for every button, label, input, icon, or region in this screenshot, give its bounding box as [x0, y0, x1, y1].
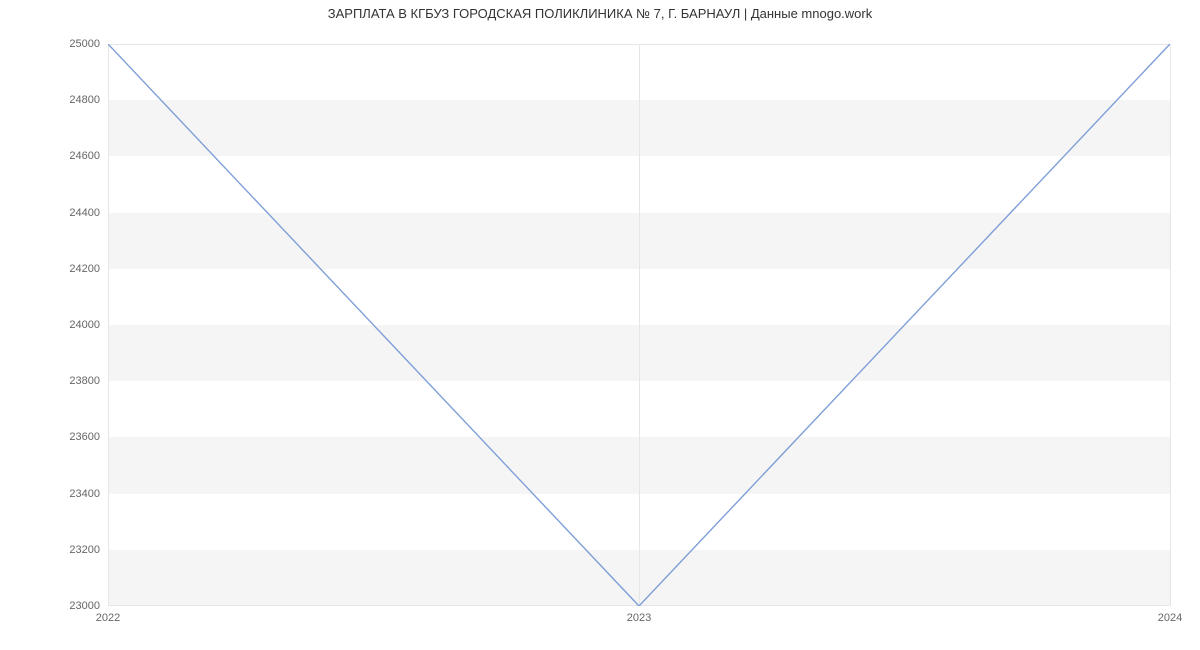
- x-axis-label: 2024: [1158, 606, 1182, 624]
- x-axis-label: 2023: [627, 606, 651, 624]
- y-axis-label: 24000: [69, 319, 108, 331]
- y-axis-label: 23600: [69, 431, 108, 443]
- y-axis-label: 24800: [69, 94, 108, 106]
- series-line-salary: [108, 44, 1170, 606]
- series-layer: [108, 44, 1170, 606]
- y-axis-label: 24600: [69, 150, 108, 162]
- chart-title: ЗАРПЛАТА В КГБУЗ ГОРОДСКАЯ ПОЛИКЛИНИКА №…: [0, 6, 1200, 21]
- x-axis-label: 2022: [96, 606, 120, 624]
- plot-area: 2300023200234002360023800240002420024400…: [108, 44, 1170, 606]
- y-axis-label: 25000: [69, 38, 108, 50]
- salary-chart: ЗАРПЛАТА В КГБУЗ ГОРОДСКАЯ ПОЛИКЛИНИКА №…: [0, 0, 1200, 650]
- y-axis-label: 23800: [69, 375, 108, 387]
- x-gridline: [1170, 44, 1171, 606]
- y-axis-label: 24400: [69, 207, 108, 219]
- y-axis-label: 23400: [69, 488, 108, 500]
- y-axis-label: 24200: [69, 263, 108, 275]
- y-axis-label: 23200: [69, 544, 108, 556]
